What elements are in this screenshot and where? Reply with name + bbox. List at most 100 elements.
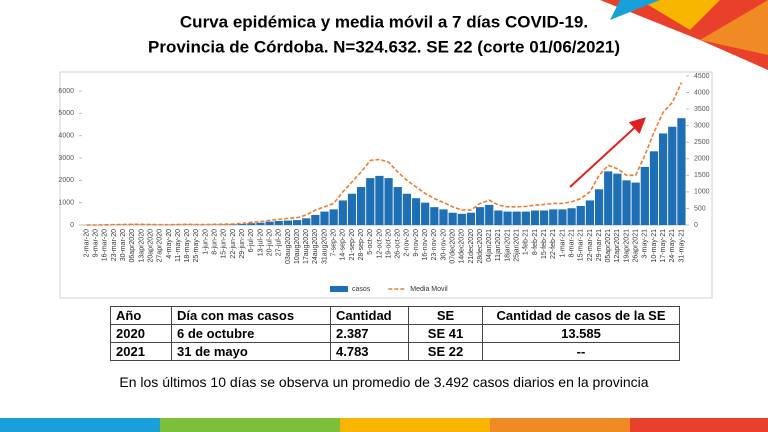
x-tick-label: 12apr2021 — [614, 229, 621, 263]
bar — [448, 212, 457, 225]
x-tick-label: 20apr2020 — [147, 229, 154, 263]
x-tick-label: 07dec2020 — [449, 229, 456, 264]
x-tick-label: 4-may-20 — [166, 229, 173, 259]
cell: 4.783 — [330, 342, 409, 361]
bar — [631, 182, 640, 225]
decoration — [600, 0, 768, 70]
bar — [421, 202, 430, 225]
bar — [604, 171, 613, 225]
bar — [549, 209, 558, 225]
x-tick-label: 23-mar-20 — [111, 229, 118, 261]
bar — [512, 211, 521, 225]
x-tick-label: 6-jul-20 — [248, 229, 255, 252]
bar — [503, 211, 512, 225]
x-tick-label: 20-jul-20 — [266, 229, 273, 256]
y-tick-label: 3000 — [58, 155, 74, 162]
bar — [576, 206, 585, 225]
x-tick-label: 16-mar-20 — [102, 229, 109, 261]
header-cell: SE — [408, 306, 483, 325]
x-tick-label: 06apr2020 — [129, 229, 136, 263]
cell: 6 de octubre — [171, 324, 331, 343]
x-tick-label: 03aug2020 — [285, 229, 292, 264]
x-tick-label: 2-mar-20 — [83, 229, 90, 258]
decoration — [630, 418, 768, 432]
x-tick-label: 04jan2021 — [486, 229, 493, 262]
y2-tick-label: 0 — [694, 222, 698, 229]
bar — [594, 189, 604, 225]
cell: 2.387 — [330, 324, 409, 343]
x-tick-label: 15-feb-21 — [541, 229, 548, 259]
x-tick-label: 26-oct-20 — [395, 229, 402, 259]
line-series — [86, 82, 683, 226]
footer-text: En los últimos 10 días se observa un pro… — [119, 374, 649, 390]
x-tick-label: 28-sep-20 — [358, 229, 365, 261]
x-tick-label: 22-jun-20 — [230, 229, 237, 259]
x-tick-label: 14dec2020 — [459, 229, 466, 264]
x-tick-label: 12-oct-20 — [376, 229, 383, 259]
bar — [283, 220, 293, 225]
bar — [521, 211, 530, 225]
bar — [530, 210, 540, 225]
x-tick-label: 1-feb-21 — [523, 229, 530, 255]
bar — [677, 118, 686, 225]
bar — [265, 221, 274, 225]
bar — [302, 218, 311, 225]
y2-tick-label: 1500 — [694, 172, 710, 179]
x-tick-label: 22-feb-21 — [550, 229, 557, 259]
x-tick-label: 28dec2020 — [477, 229, 484, 264]
bar — [659, 133, 668, 225]
x-tick-label: 8-feb-21 — [532, 229, 539, 255]
y2-tick-label: 3500 — [694, 106, 710, 113]
header-cell: Cantidad — [330, 306, 409, 325]
summary-table: Año Día con mas casos Cantidad SE Cantid… — [110, 306, 680, 361]
x-tick-label: 30-mar-20 — [120, 229, 127, 261]
bar — [668, 126, 677, 225]
bar — [375, 175, 384, 225]
x-tick-label: 17aug2020 — [303, 229, 310, 264]
cell: -- — [482, 342, 680, 361]
x-tick-label: 27apr2020 — [157, 229, 164, 263]
x-tick-label: 15-mar-21 — [578, 229, 585, 261]
x-tick-label: 14-sep-20 — [340, 229, 347, 261]
y2-tick-label: 2500 — [694, 139, 710, 146]
x-tick-label: 7-sep-20 — [331, 229, 338, 257]
bar — [494, 210, 503, 225]
decoration — [700, 0, 768, 55]
y2-tick-label: 500 — [694, 205, 706, 212]
x-tick-label: 21dec2020 — [468, 229, 475, 264]
decoration — [0, 418, 160, 432]
y-tick-label: 6000 — [58, 88, 74, 95]
x-tick-label: 15-jun-20 — [221, 229, 228, 259]
y2-tick-label: 3000 — [694, 123, 710, 130]
x-tick-label: 21-sep-20 — [349, 229, 356, 261]
y2-tick-label: 1000 — [694, 189, 710, 196]
x-tick-label: 24-may-21 — [669, 229, 676, 263]
x-tick-label: 17-may-21 — [660, 229, 667, 263]
bar — [274, 220, 283, 225]
bar — [585, 200, 595, 225]
decoration — [640, 0, 720, 30]
y-tick-label: 4000 — [58, 133, 74, 140]
table-row: 2021 31 de mayo 4.783 SE 22 -- — [110, 342, 680, 361]
cell: 13.585 — [482, 324, 680, 343]
decoration — [610, 0, 660, 20]
bar — [567, 208, 576, 225]
x-tick-label: 31-may-21 — [678, 229, 685, 263]
bar — [247, 223, 256, 225]
x-tick-label: 2-nov-20 — [404, 229, 411, 257]
bar — [411, 198, 421, 225]
bar — [357, 187, 366, 225]
y2-tick-label: 2000 — [694, 156, 710, 163]
bar — [540, 210, 549, 225]
x-tick-label: 8-jun-20 — [212, 229, 219, 255]
bar — [338, 200, 347, 225]
bar — [292, 220, 302, 225]
cell: SE 41 — [408, 324, 483, 343]
x-tick-label: 10aug2020 — [294, 229, 301, 264]
x-tick-label: 16-nov-20 — [422, 229, 429, 261]
bar — [256, 222, 265, 225]
bar — [649, 151, 659, 225]
x-tick-label: 19apr2021 — [623, 229, 630, 263]
x-tick-label: 9-mar-20 — [93, 229, 100, 258]
